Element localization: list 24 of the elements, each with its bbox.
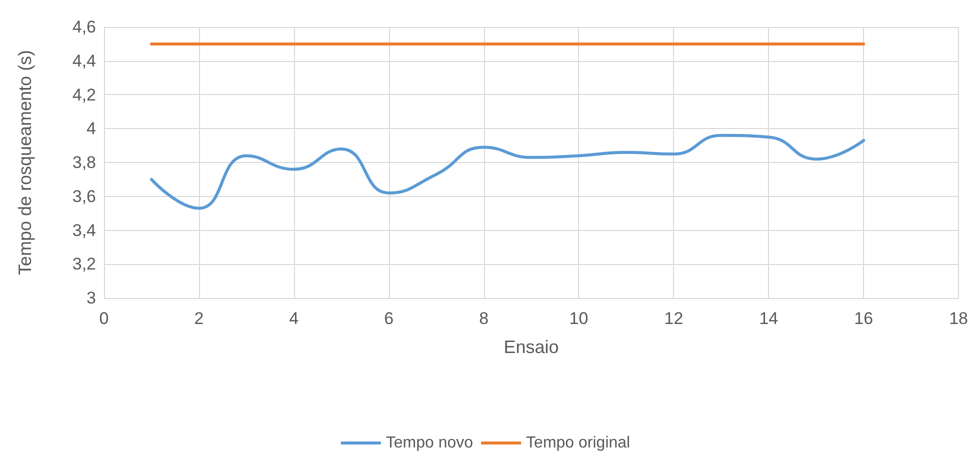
- x-tick-label: 16: [854, 309, 874, 328]
- x-tick-label: 4: [289, 309, 299, 328]
- x-tick-label: 14: [759, 309, 778, 328]
- x-tick-label: 6: [384, 309, 394, 328]
- x-tick-label: 18: [949, 309, 968, 328]
- legend-label: Tempo original: [526, 434, 630, 452]
- legend-label: Tempo novo: [386, 434, 474, 452]
- y-tick-label: 4,2: [72, 85, 96, 104]
- x-tick-label: 2: [194, 309, 204, 328]
- y-tick-label: 3,2: [72, 254, 96, 274]
- y-tick-label: 3: [86, 288, 96, 308]
- x-tick-label: 8: [479, 309, 489, 328]
- y-tick-label: 4,4: [72, 51, 96, 70]
- x-tick-label: 0: [99, 309, 109, 328]
- y-tick-label: 4: [86, 119, 96, 138]
- y-tick-label: 3,6: [72, 186, 96, 206]
- y-tick-label: 4,6: [72, 18, 96, 36]
- x-axis-title: Ensaio: [504, 337, 559, 357]
- line-series: [150, 134, 866, 210]
- y-tick-label: 3,4: [72, 220, 96, 240]
- y-tick-label: 3,8: [72, 153, 96, 172]
- x-tick-label: 12: [664, 309, 684, 328]
- x-tick-label: 10: [569, 309, 588, 328]
- y-axis-title: Tempo de rosqueamento (s): [15, 50, 35, 276]
